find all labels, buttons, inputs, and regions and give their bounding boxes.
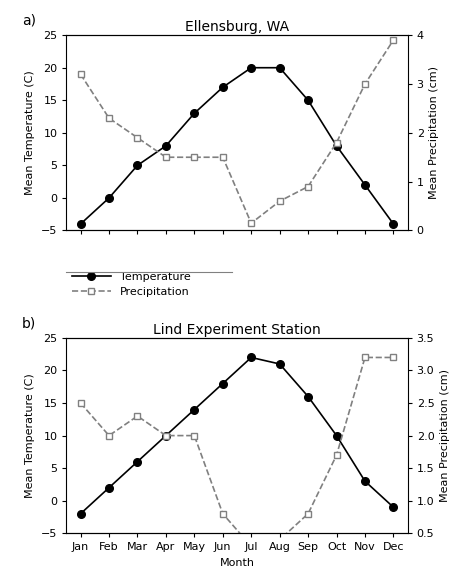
Precipitation [334, 452, 339, 459]
Precipitation [78, 400, 83, 407]
Temperature [135, 162, 140, 169]
Temperature [191, 406, 197, 413]
Temperature [248, 64, 254, 71]
Text: b): b) [22, 316, 36, 330]
Precipitation [362, 80, 368, 87]
Temperature [391, 220, 396, 227]
Precipitation [277, 197, 283, 205]
Precipitation [106, 115, 112, 122]
Temperature [106, 484, 112, 491]
Precipitation [248, 220, 254, 227]
Temperature [277, 64, 283, 71]
Temperature [391, 504, 396, 511]
Line: Temperature: Temperature [77, 64, 397, 228]
Precipitation [220, 510, 226, 517]
Temperature [135, 458, 140, 465]
Temperature [334, 142, 339, 149]
Precipitation [305, 510, 311, 517]
Temperature [305, 97, 311, 104]
Legend: Temperature, Precipitation: Temperature, Precipitation [72, 271, 191, 297]
Temperature [277, 360, 283, 367]
X-axis label: Month: Month [219, 558, 255, 568]
Temperature [78, 510, 83, 517]
Temperature [362, 478, 368, 485]
Title: Ellensburg, WA: Ellensburg, WA [185, 20, 289, 34]
Temperature [305, 393, 311, 400]
Precipitation [277, 536, 283, 543]
Temperature [163, 142, 169, 149]
Precipitation [191, 432, 197, 439]
Temperature [163, 432, 169, 439]
Precipitation [135, 134, 140, 141]
Temperature [191, 110, 197, 117]
Title: Lind Experiment Station: Lind Experiment Station [153, 323, 321, 337]
Line: Temperature: Temperature [77, 353, 397, 517]
Precipitation [391, 36, 396, 43]
Line: Precipitation: Precipitation [77, 36, 397, 227]
Line: Precipitation: Precipitation [77, 354, 397, 550]
Precipitation [248, 543, 254, 550]
Precipitation [391, 354, 396, 361]
Y-axis label: Mean Temperature (C): Mean Temperature (C) [26, 373, 36, 498]
Precipitation [135, 413, 140, 420]
Precipitation [305, 183, 311, 190]
Y-axis label: Mean Precipitation (cm): Mean Precipitation (cm) [429, 66, 439, 199]
Precipitation [106, 432, 112, 439]
Temperature [220, 380, 226, 387]
Temperature [248, 354, 254, 361]
Precipitation [78, 71, 83, 78]
Precipitation [220, 154, 226, 161]
Y-axis label: Mean Temperature (C): Mean Temperature (C) [26, 70, 36, 195]
Temperature [334, 432, 339, 439]
Temperature [106, 195, 112, 202]
Temperature [78, 220, 83, 227]
Precipitation [163, 154, 169, 161]
Precipitation [362, 354, 368, 361]
Precipitation [163, 432, 169, 439]
Temperature [362, 182, 368, 189]
Precipitation [191, 154, 197, 161]
Precipitation [334, 139, 339, 146]
Text: a): a) [22, 13, 36, 28]
Y-axis label: Mean Precipitation (cm): Mean Precipitation (cm) [440, 369, 450, 502]
Temperature [220, 84, 226, 91]
